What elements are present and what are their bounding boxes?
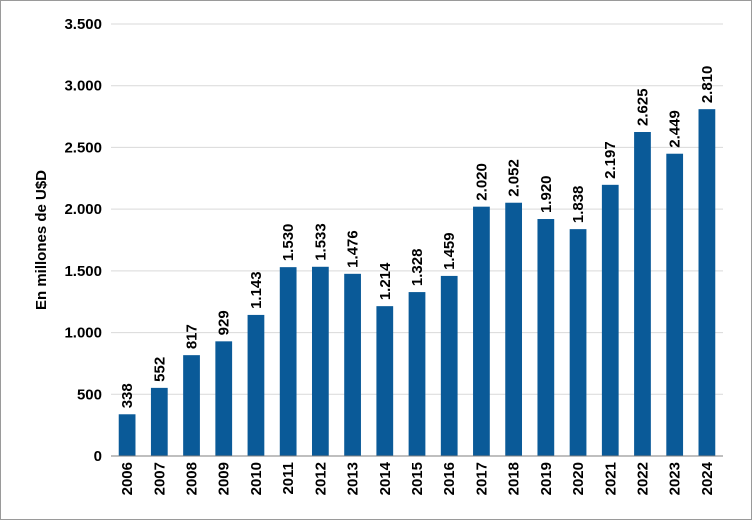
bar-2023	[666, 153, 684, 456]
bar-2020	[569, 229, 587, 456]
bar-2015	[408, 292, 426, 456]
bars	[118, 109, 716, 456]
x-tick-label: 2017	[473, 462, 490, 495]
x-tick-label: 2008	[184, 462, 201, 495]
x-tick-label: 2011	[280, 462, 297, 495]
bar-2011	[279, 267, 297, 456]
y-tick-label: 3.500	[64, 16, 102, 33]
bar-2017	[473, 206, 490, 456]
y-tick-label: 2.500	[64, 139, 102, 156]
data-label-2020: 1.838	[570, 186, 587, 224]
x-tick-label: 2018	[506, 462, 523, 495]
data-label-2016: 1.459	[441, 232, 458, 270]
x-tick-label: 2012	[312, 462, 329, 495]
bar-2008	[183, 355, 200, 456]
x-tick-label: 2007	[151, 462, 168, 495]
x-tick-label: 2024	[699, 461, 716, 495]
x-tick-label: 2023	[667, 462, 684, 495]
bar-2014	[376, 306, 394, 456]
data-label-2006: 338	[119, 383, 136, 408]
data-label-2009: 929	[216, 310, 233, 335]
y-tick-label: 2.000	[64, 201, 102, 218]
data-label-2022: 2.625	[634, 88, 651, 126]
y-tick-label: 500	[77, 386, 102, 403]
x-tick-label: 2013	[345, 462, 362, 495]
data-label-2014: 1.214	[377, 262, 394, 300]
bar-2009	[215, 341, 233, 456]
x-tick-label: 2022	[634, 462, 651, 495]
y-tick-label: 1.500	[64, 263, 102, 280]
x-tick-label: 2019	[538, 462, 555, 495]
y-axis-label: En millones de U$D	[33, 170, 50, 310]
x-tick-label: 2006	[119, 462, 136, 495]
data-label-2010: 1.143	[248, 271, 265, 309]
x-tick-label: 2021	[602, 462, 619, 495]
data-label-2024: 2.810	[699, 66, 716, 104]
bar-2018	[505, 202, 523, 456]
bar-2024	[698, 109, 716, 456]
y-axis-ticks: 0 500 1.000 1.500 2.000 2.500 3.000 3.500	[64, 16, 102, 465]
data-label-2011: 1.530	[280, 224, 297, 262]
data-labels: 338 552 817 929 1.143 1.530 1.533 1.476 1.214 1.3…	[119, 66, 716, 409]
data-label-2018: 2.052	[506, 159, 523, 197]
bar-2012	[311, 266, 329, 456]
y-tick-label: 3.000	[64, 78, 102, 95]
data-label-2019: 1.920	[538, 175, 555, 213]
data-label-2017: 2.020	[473, 163, 490, 201]
x-tick-label: 2014	[377, 461, 394, 495]
y-tick-label: 1.000	[64, 325, 102, 342]
data-label-2012: 1.533	[312, 223, 329, 261]
gridlines	[111, 23, 723, 395]
bar-2021	[601, 184, 619, 456]
bar-2016	[440, 275, 458, 456]
bar-2013	[344, 273, 361, 456]
x-axis-ticks: 2006 2007 2008 2009 2010 2011 2012 2013 2014 2015…	[119, 461, 716, 495]
data-label-2013: 1.476	[345, 230, 362, 268]
bar-2007	[150, 387, 168, 456]
bar-2022	[634, 132, 651, 456]
bar-2006	[118, 414, 136, 456]
x-tick-label: 2016	[441, 462, 458, 495]
x-tick-label: 2009	[216, 462, 233, 495]
data-label-2023: 2.449	[667, 110, 684, 148]
data-label-2007: 552	[151, 357, 168, 382]
data-label-2008: 817	[184, 324, 201, 349]
x-tick-label: 2015	[409, 462, 426, 495]
x-tick-label: 2010	[248, 462, 265, 495]
data-label-2021: 2.197	[602, 141, 619, 179]
bar-2010	[247, 314, 265, 456]
bar-2019	[537, 219, 555, 456]
data-label-2015: 1.328	[409, 249, 426, 287]
x-tick-label: 2020	[570, 462, 587, 495]
y-tick-label: 0	[94, 448, 102, 465]
